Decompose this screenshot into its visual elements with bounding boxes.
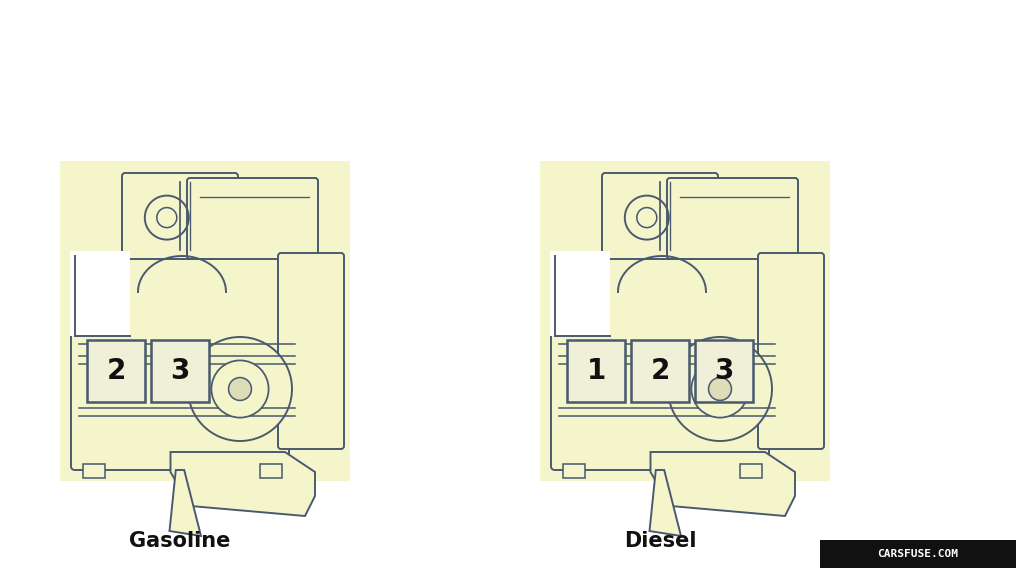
Circle shape: [228, 377, 252, 400]
Polygon shape: [649, 470, 681, 536]
Circle shape: [691, 361, 749, 418]
Circle shape: [211, 361, 268, 418]
Text: 2: 2: [106, 357, 126, 385]
Circle shape: [188, 337, 292, 441]
Bar: [563, 464, 585, 478]
Bar: [567, 340, 625, 402]
FancyBboxPatch shape: [667, 178, 798, 259]
Text: 3: 3: [715, 357, 733, 385]
Text: 2: 2: [650, 357, 670, 385]
Bar: [695, 340, 753, 402]
Circle shape: [668, 337, 772, 441]
Bar: [540, 161, 830, 481]
Bar: [83, 464, 105, 478]
Bar: [820, 540, 1016, 568]
Bar: [740, 464, 762, 478]
FancyBboxPatch shape: [71, 252, 289, 470]
Bar: [631, 340, 689, 402]
Bar: [70, 251, 130, 336]
Text: 3: 3: [170, 357, 189, 385]
FancyBboxPatch shape: [551, 252, 769, 470]
Text: Diesel: Diesel: [624, 531, 696, 551]
Polygon shape: [170, 470, 201, 536]
Bar: [550, 251, 610, 336]
FancyBboxPatch shape: [122, 173, 238, 259]
Text: Gasoline: Gasoline: [129, 531, 230, 551]
Polygon shape: [650, 452, 795, 516]
Bar: [60, 161, 350, 481]
Bar: [260, 464, 282, 478]
Text: 1: 1: [587, 357, 605, 385]
FancyBboxPatch shape: [187, 178, 318, 259]
Circle shape: [709, 377, 731, 400]
Bar: [151, 340, 209, 402]
Bar: [87, 340, 145, 402]
FancyBboxPatch shape: [758, 253, 824, 449]
Polygon shape: [171, 452, 315, 516]
Text: CARSFUSE.COM: CARSFUSE.COM: [878, 549, 958, 559]
FancyBboxPatch shape: [602, 173, 718, 259]
FancyBboxPatch shape: [278, 253, 344, 449]
